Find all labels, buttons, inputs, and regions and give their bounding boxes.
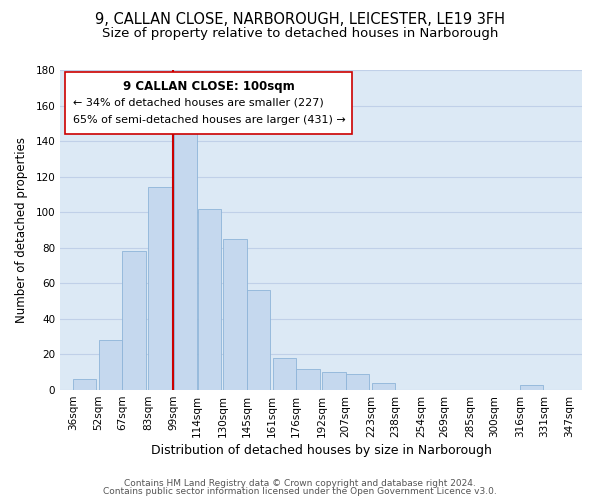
Text: 9, CALLAN CLOSE, NARBOROUGH, LEICESTER, LE19 3FH: 9, CALLAN CLOSE, NARBOROUGH, LEICESTER, … — [95, 12, 505, 28]
Bar — [223, 239, 247, 390]
Text: Contains HM Land Registry data © Crown copyright and database right 2024.: Contains HM Land Registry data © Crown c… — [124, 478, 476, 488]
Text: 9 CALLAN CLOSE: 100sqm: 9 CALLAN CLOSE: 100sqm — [123, 80, 295, 92]
Bar — [272, 358, 296, 390]
Text: 65% of semi-detached houses are larger (431) →: 65% of semi-detached houses are larger (… — [73, 115, 346, 125]
Text: Contains public sector information licensed under the Open Government Licence v3: Contains public sector information licen… — [103, 487, 497, 496]
FancyBboxPatch shape — [65, 72, 352, 134]
Y-axis label: Number of detached properties: Number of detached properties — [16, 137, 28, 323]
Bar — [148, 188, 172, 390]
Bar — [322, 372, 346, 390]
Bar — [520, 384, 544, 390]
Bar — [98, 340, 122, 390]
Bar — [296, 368, 320, 390]
Text: ← 34% of detached houses are smaller (227): ← 34% of detached houses are smaller (22… — [73, 97, 324, 107]
Bar — [173, 132, 197, 390]
Bar — [346, 374, 370, 390]
Bar — [197, 208, 221, 390]
Text: Size of property relative to detached houses in Narborough: Size of property relative to detached ho… — [102, 28, 498, 40]
Bar — [371, 383, 395, 390]
Bar — [247, 290, 271, 390]
Bar — [73, 380, 97, 390]
Bar — [122, 252, 146, 390]
X-axis label: Distribution of detached houses by size in Narborough: Distribution of detached houses by size … — [151, 444, 491, 457]
